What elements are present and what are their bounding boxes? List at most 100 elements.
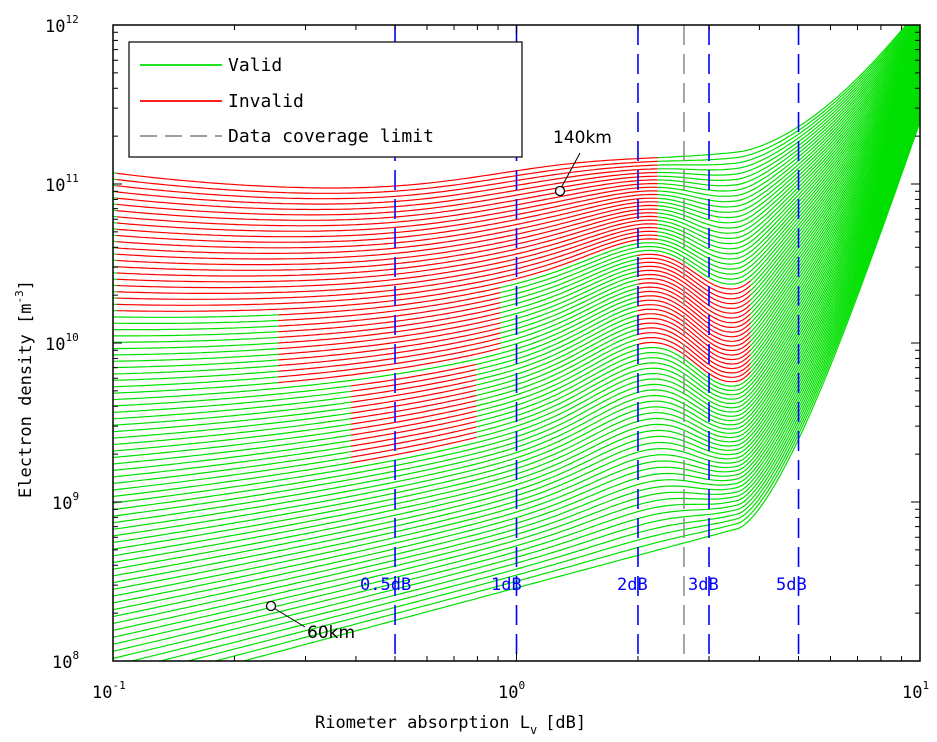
invalid-curve-segment bbox=[350, 426, 477, 453]
invalid-curve-segment bbox=[278, 292, 501, 322]
invalid-curve-segment bbox=[116, 171, 658, 211]
y-tick-label-1e11: 1011 bbox=[45, 172, 79, 196]
valid-curve-segment bbox=[750, 71, 920, 369]
valid-curve-segment bbox=[750, 65, 920, 351]
legend-box bbox=[128, 41, 523, 158]
valid-curve-segment bbox=[113, 434, 352, 465]
invalid-curve-segment bbox=[278, 327, 501, 361]
invalid-curve-segment bbox=[351, 363, 477, 387]
valid-curve-segment bbox=[113, 445, 352, 478]
valid-curve-segment bbox=[657, 25, 909, 162]
valid-curve-segment bbox=[750, 70, 920, 364]
invalid-curve-segment bbox=[116, 164, 658, 200]
valid-curve-segment bbox=[185, 118, 920, 661]
valid-curve-segment bbox=[750, 60, 920, 333]
invalid-curve-segment bbox=[351, 374, 477, 398]
invalid-curve-segment bbox=[351, 384, 477, 409]
valid-curve-segment bbox=[113, 365, 279, 375]
legend-label-coverage: Data coverage limit bbox=[228, 126, 434, 147]
invalid-curve-segment bbox=[116, 201, 658, 254]
legend-label-valid: Valid bbox=[228, 55, 282, 76]
invalid-curve-segment bbox=[637, 269, 751, 310]
invalid-curve-segment bbox=[637, 277, 751, 319]
invalid-curve-segment bbox=[637, 282, 751, 324]
valid-curve-segment bbox=[500, 271, 638, 324]
valid-curve-segment bbox=[750, 61, 920, 338]
invalid-curve-segment bbox=[637, 317, 751, 361]
valid-curve-segment bbox=[113, 88, 920, 537]
annotation-140km: 140km bbox=[553, 128, 612, 197]
valid-curve-segment bbox=[657, 25, 918, 203]
invalid-curve-segment bbox=[278, 332, 501, 367]
x-tick-label-1: 100 bbox=[498, 679, 525, 703]
valid-curve-segment bbox=[500, 254, 638, 304]
invalid-curve-segment bbox=[116, 190, 658, 238]
invalid-curve-segment bbox=[278, 302, 501, 333]
valid-curve-segment bbox=[476, 329, 638, 397]
invalid-curve-segment bbox=[351, 379, 477, 403]
valid-curve-segment bbox=[500, 279, 638, 334]
x-tick-labels: 10-1 100 101 bbox=[92, 679, 929, 703]
invalid-curve-segment bbox=[116, 223, 658, 289]
valid-curve-segment bbox=[500, 266, 638, 319]
valid-curve-segment bbox=[476, 319, 638, 386]
valid-curve-segment bbox=[750, 53, 920, 310]
valid-curve-segment bbox=[657, 38, 920, 270]
invalid-curve-segment bbox=[116, 208, 658, 266]
y-tick-label-1e8: 108 bbox=[52, 649, 79, 673]
valid-curve-segment bbox=[750, 45, 920, 287]
valid-curve-segment bbox=[657, 34, 920, 255]
invalid-curve-segment bbox=[637, 286, 751, 329]
valid-curve-segment bbox=[113, 336, 279, 343]
valid-curve-segment bbox=[113, 376, 279, 388]
refline-label-1dB: 1dB bbox=[491, 575, 522, 595]
valid-curve-segment bbox=[476, 343, 638, 412]
valid-curve-segment bbox=[657, 25, 919, 208]
annotation-label-60km: 60km bbox=[307, 623, 355, 643]
valid-curve-segment bbox=[476, 310, 638, 376]
y-tick-labels: 108 109 1010 1011 1012 bbox=[45, 13, 79, 673]
valid-curve-segment bbox=[500, 283, 638, 339]
invalid-curve-segment bbox=[637, 313, 751, 356]
x-tick-label-0.1: 10-1 bbox=[92, 679, 126, 703]
valid-curve-segment bbox=[113, 95, 920, 570]
valid-curve-segment bbox=[657, 28, 920, 234]
legend-label-invalid: Invalid bbox=[228, 91, 304, 112]
refline-label-0.5dB: 0.5dB bbox=[360, 575, 411, 595]
invalid-curve-segment bbox=[637, 322, 751, 365]
reference-line-labels: 0.5dB 1dB 2dB 3dB 5dB bbox=[360, 575, 807, 595]
invalid-curve-segment bbox=[637, 299, 751, 342]
valid-curve-segment bbox=[657, 25, 917, 197]
valid-curve-segment bbox=[500, 42, 920, 299]
valid-curve-segment bbox=[476, 80, 920, 438]
valid-curve-segment bbox=[750, 68, 920, 360]
refline-label-3dB: 3dB bbox=[688, 575, 719, 595]
valid-curve-segment bbox=[113, 110, 920, 638]
invalid-curve-segment bbox=[116, 186, 658, 232]
invalid-curve-segment bbox=[278, 297, 501, 327]
invalid-curve-segment bbox=[278, 317, 501, 350]
y-axis-label: Electron density [m-3] bbox=[13, 280, 36, 498]
valid-curve-segment bbox=[113, 382, 279, 394]
valid-curve-segment bbox=[500, 275, 638, 329]
invalid-curve-segment bbox=[351, 410, 477, 436]
invalid-curve-segment bbox=[278, 337, 501, 372]
valid-curve-segment bbox=[113, 440, 352, 471]
annotation-marker-140km bbox=[554, 185, 566, 197]
valid-curve-segment bbox=[476, 75, 920, 423]
valid-curve-segment bbox=[657, 25, 920, 213]
valid-curve-segment bbox=[657, 37, 920, 265]
invalid-curve-segment bbox=[116, 168, 658, 205]
valid-curve-segment bbox=[113, 111, 920, 645]
valid-curve-segment bbox=[500, 292, 638, 349]
invalid-curve-segment bbox=[278, 312, 501, 344]
valid-curve-segment bbox=[113, 348, 279, 356]
valid-curve-segment bbox=[113, 390, 352, 413]
valid-curve-segment bbox=[113, 429, 352, 459]
invalid-curve-segment bbox=[116, 175, 658, 216]
invalid-curve-segment bbox=[116, 226, 658, 294]
valid-curve-segment bbox=[476, 301, 638, 365]
invalid-curve-segment bbox=[351, 400, 477, 425]
invalid-curve-segment bbox=[637, 327, 751, 370]
valid-curve-segment bbox=[657, 25, 920, 219]
